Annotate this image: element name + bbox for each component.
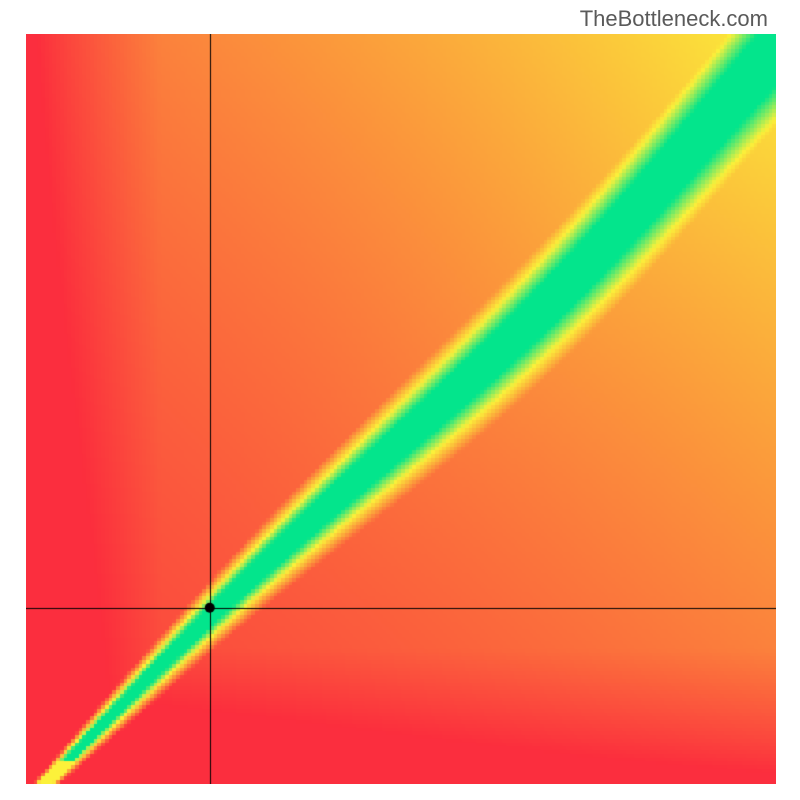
chart-container: TheBottleneck.com (0, 0, 800, 800)
watermark-text: TheBottleneck.com (580, 6, 768, 32)
bottleneck-heatmap (26, 34, 776, 784)
